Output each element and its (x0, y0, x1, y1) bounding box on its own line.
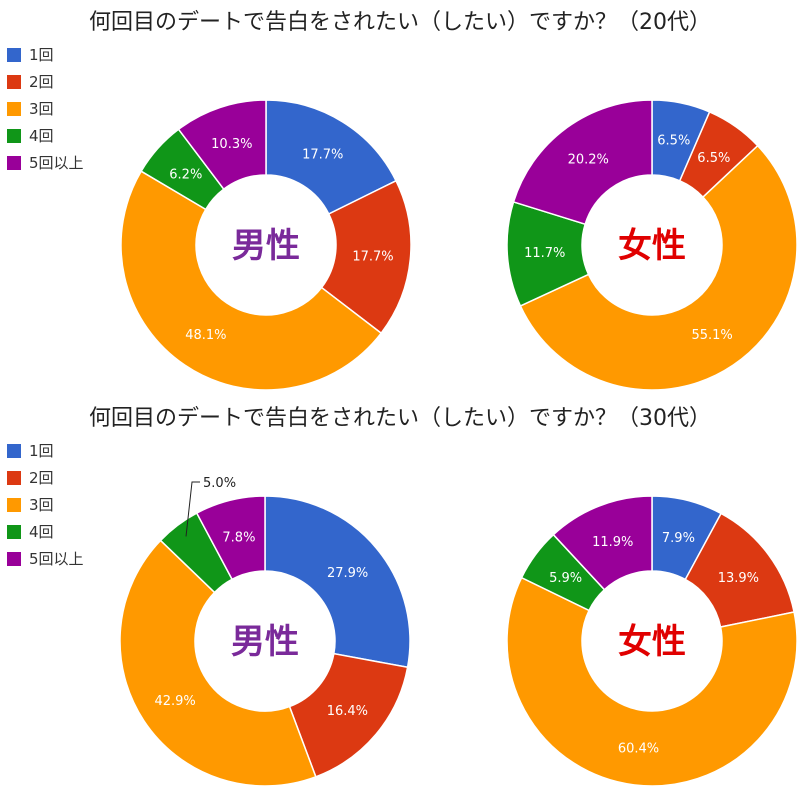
data-label-slice-5plus-male: 7.8% (222, 531, 255, 546)
legend-label-4: 4回 (29, 523, 54, 541)
legend-item-4: 4回 (7, 518, 84, 545)
legend-item-3: 3回 (7, 95, 84, 122)
data-label-slice-2-female: 13.9% (718, 571, 759, 586)
legend-item-1: 1回 (7, 437, 84, 464)
legend-item-5: 5回以上 (7, 149, 84, 176)
legend-swatch-2 (7, 470, 21, 485)
data-label-slice-1-female: 7.9% (662, 531, 695, 546)
data-label-slice-3-male: 42.9% (154, 694, 195, 709)
donut-slice-2-male (320, 179, 412, 335)
legend-swatch-3 (7, 497, 21, 512)
chart-panel-30s: 何回目のデートで告白をされたい（したい）ですか？（30代） 1回 2回 3回 4… (0, 396, 800, 791)
legend-label-2: 2回 (29, 73, 54, 91)
donut-slice-5plus-male (195, 495, 266, 581)
donut-slice-3-female (506, 576, 798, 787)
data-label-slice-5plus-female: 20.2% (568, 152, 609, 167)
data-label-slice-1-male: 17.7% (302, 148, 343, 163)
legend-swatch-4 (7, 524, 21, 539)
data-label-slice-3-female: 60.4% (618, 742, 659, 757)
chart-title-20s: 何回目のデートで告白をされたい（したい）ですか？（20代） (89, 10, 711, 35)
legend-20s: 1回 2回 3回 4回 5回以上 (7, 41, 84, 176)
donut-slice-3-male (119, 539, 317, 787)
legend-swatch-1 (7, 443, 21, 458)
data-label-slice-2-female: 6.5% (697, 151, 730, 166)
data-label-slice-1-female: 6.5% (657, 134, 690, 149)
donut-slice-3-female (519, 144, 798, 391)
center-label-female: 女性 (618, 622, 686, 662)
donut-slice-5plus-female (552, 495, 653, 591)
legend-swatch-4 (7, 128, 21, 143)
legend-label-5: 5回以上 (29, 154, 84, 172)
center-label-male: 男性 (232, 226, 300, 266)
center-label-male: 男性 (231, 622, 299, 662)
data-label-slice-4-male: 6.2% (169, 167, 202, 182)
donut-slice-1-male (265, 99, 398, 216)
chart-panel-20s: 何回目のデートで告白をされたい（したい）ですか？（20代） 1回 2回 3回 4… (0, 0, 800, 395)
legend-label-1: 1回 (29, 46, 54, 64)
legend-item-2: 2回 (7, 68, 84, 95)
legend-swatch-5 (7, 155, 21, 170)
legend-30s: 1回 2回 3回 4回 5回以上 (7, 437, 84, 572)
donut-slice-5plus-male (177, 99, 267, 191)
data-label-slice-1-male: 27.9% (327, 566, 368, 581)
legend-item-5: 5回以上 (7, 545, 84, 572)
legend-item-1: 1回 (7, 41, 84, 68)
data-label-slice-5plus-male: 10.3% (211, 137, 252, 152)
legend-item-3: 3回 (7, 491, 84, 518)
legend-item-4: 4回 (7, 122, 84, 149)
data-label-slice-3-male: 48.1% (185, 328, 226, 343)
legend-swatch-5 (7, 551, 21, 566)
legend-label-3: 3回 (29, 100, 54, 118)
legend-label-4: 4回 (29, 127, 54, 145)
donut-slice-3-male (120, 170, 383, 391)
legend-item-2: 2回 (7, 464, 84, 491)
center-label-female: 女性 (618, 226, 686, 266)
donut-charts-30s: 27.9% 16.4% 42.9% 5.0% 7.8% 男性 7.9% 13.9% 60.4% 5… (119, 476, 798, 787)
data-label-slice-2-male: 16.4% (327, 704, 368, 719)
data-label-slice-2-male: 17.7% (352, 249, 393, 264)
data-label-slice-5plus-female: 11.9% (592, 535, 633, 550)
data-label-slice-4-male: 5.0% (203, 476, 236, 491)
data-label-slice-4-female: 11.7% (524, 246, 565, 261)
donut-charts-20s: 17.7% 17.7% 48.1% 6.2% 10.3% 男性 6.5% 6.5% 55.1% 1… (120, 99, 798, 391)
donut-slice-5plus-female (512, 99, 653, 226)
legend-swatch-2 (7, 74, 21, 89)
legend-label-5: 5回以上 (29, 550, 84, 568)
legend-label-1: 1回 (29, 442, 54, 460)
callout-leader-male (185, 481, 201, 537)
chart-title-30s: 何回目のデートで告白をされたい（したい）ですか？（30代） (89, 406, 711, 431)
legend-swatch-3 (7, 101, 21, 116)
legend-swatch-1 (7, 47, 21, 62)
data-label-slice-3-female: 55.1% (691, 328, 732, 343)
legend-label-2: 2回 (29, 469, 54, 487)
donut-slice-1-male (264, 495, 411, 669)
legend-label-3: 3回 (29, 496, 54, 514)
data-label-slice-4-female: 5.9% (549, 571, 582, 586)
